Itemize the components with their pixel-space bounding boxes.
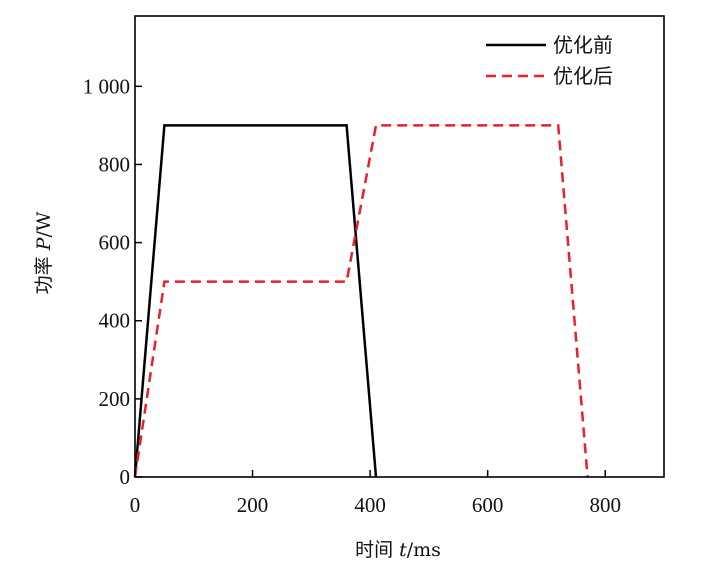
y-axis-title-var: P <box>33 236 55 251</box>
legend: 优化前 优化后 <box>486 33 613 88</box>
x-tick-label: 800 <box>589 493 621 517</box>
y-tick-label: 200 <box>99 387 131 411</box>
axis-ticks: 0 200 400 600 800 0 200 400 600 800 1 000 <box>83 74 621 517</box>
plot-frame <box>134 15 665 478</box>
y-tick-label: 1 000 <box>83 74 130 98</box>
y-tick-label: 600 <box>99 231 131 255</box>
y-axis-title-unit: /W <box>33 211 55 237</box>
x-axis-title-prefix: 时间 <box>355 539 399 561</box>
x-tick-label: 0 <box>130 493 141 517</box>
y-tick-label: 0 <box>120 465 131 489</box>
x-tick-label: 600 <box>472 493 504 517</box>
legend-label-series-1: 优化前 <box>553 33 613 57</box>
legend-label-series-2: 优化后 <box>553 64 613 88</box>
y-tick-label: 400 <box>99 309 131 333</box>
y-axis-title: 功率 P/W <box>33 211 55 294</box>
series-1-line <box>133 124 378 478</box>
x-axis-title-unit: /ms <box>407 539 441 561</box>
x-tick-label: 400 <box>354 493 386 517</box>
series-2-line <box>133 124 589 478</box>
y-tick-label: 800 <box>99 152 131 176</box>
x-tick-label: 200 <box>237 493 269 517</box>
y-axis-title-prefix: 功率 <box>33 250 55 294</box>
x-axis-title-var: t <box>399 539 407 561</box>
series-lines <box>133 124 589 478</box>
x-axis-title: 时间 t/ms <box>355 539 441 561</box>
